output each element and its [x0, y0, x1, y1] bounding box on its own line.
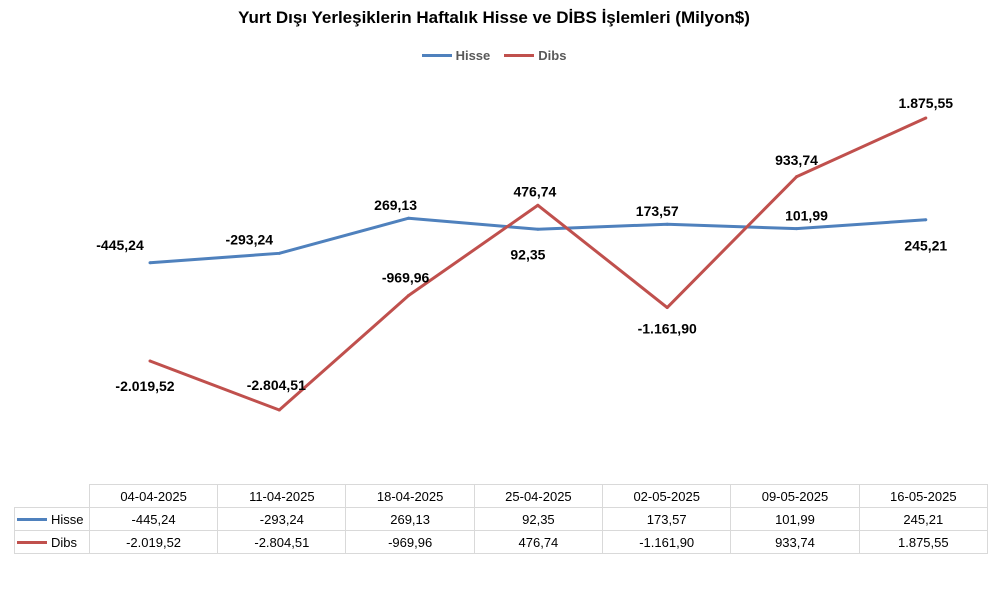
chart-legend: Hisse Dibs [0, 48, 988, 63]
data-table-cell: -2.804,51 [217, 530, 347, 554]
legend-swatch-dibs [504, 54, 535, 57]
data-table-cell: 476,74 [473, 530, 604, 554]
data-point-hisse [665, 222, 669, 226]
data-label-hisse: 269,13 [374, 197, 417, 213]
legend-swatch-hisse [421, 54, 452, 57]
data-point-hisse [148, 261, 152, 265]
data-point-dibs [924, 116, 928, 120]
data-table: 04-04-2025 11-04-2025 18-04-2025 25-04-2… [14, 484, 988, 554]
data-table-cell: 933,74 [730, 530, 860, 554]
legend-label-hisse: Hisse [455, 48, 491, 63]
data-table-cell: 173,57 [602, 507, 732, 531]
data-table-header-cell: 25-04-2025 [473, 484, 604, 508]
data-point-hisse [536, 227, 540, 231]
data-label-hisse: 101,99 [785, 208, 828, 224]
data-point-dibs [407, 294, 411, 298]
data-point-hisse [407, 216, 411, 220]
legend-item-hisse: Hisse [421, 48, 491, 63]
data-label-hisse: 245,21 [904, 238, 947, 254]
legend-label-dibs: Dibs [538, 48, 567, 63]
data-table-cell: 245,21 [858, 507, 988, 531]
data-table-cell: 1.875,55 [858, 530, 988, 554]
data-point-dibs [277, 408, 281, 412]
data-table-header-cell: 09-05-2025 [730, 484, 860, 508]
data-table-header-cell: 04-04-2025 [88, 484, 219, 508]
data-label-hisse: -293,24 [226, 231, 274, 247]
data-point-dibs [536, 203, 540, 207]
data-table-cell: -445,24 [88, 507, 219, 531]
data-table-row-header: Dibs [14, 530, 90, 554]
table-swatch-hisse [17, 517, 47, 521]
data-table-cell: -969,96 [345, 530, 475, 554]
data-point-dibs [795, 175, 798, 179]
data-label-hisse: -445,24 [96, 237, 144, 253]
data-label-dibs: -2.804,51 [247, 377, 306, 393]
table-series-name: Hisse [51, 511, 84, 527]
data-table-cell: -2.019,52 [88, 530, 219, 554]
data-label-dibs: -969,96 [382, 270, 430, 286]
data-label-dibs: 933,74 [775, 152, 818, 168]
data-table-cell: 92,35 [473, 507, 604, 531]
data-table-row-header: Hisse [14, 507, 90, 531]
table-swatch-dibs [17, 540, 47, 544]
chart-plot-area: -445,24 -293,24 269,13 92,35 173,57 101,99 245… [96, 95, 954, 412]
data-point-hisse [795, 227, 798, 231]
data-point-hisse [924, 218, 928, 222]
data-table-cell: -293,24 [217, 507, 347, 531]
data-table-row-dibs: Dibs -2.019,52 -2.804,51 -969,96 476,74 … [14, 530, 988, 554]
table-series-name: Dibs [51, 534, 78, 550]
data-table-header-cell: 02-05-2025 [602, 484, 732, 508]
data-label-dibs: 1.875,55 [899, 95, 954, 111]
data-label-dibs: -2.019,52 [115, 378, 174, 394]
data-table-row-hisse: Hisse -445,24 -293,24 269,13 92,35 173,5… [14, 507, 988, 531]
legend-item-dibs: Dibs [504, 48, 566, 63]
data-table-header-row: 04-04-2025 11-04-2025 18-04-2025 25-04-2… [14, 484, 988, 508]
data-label-dibs: 476,74 [513, 183, 556, 199]
data-table-cell: 101,99 [730, 507, 860, 531]
data-table-cell: -1.161,90 [602, 530, 732, 554]
data-point-dibs [665, 306, 669, 310]
data-label-hisse: 173,57 [636, 203, 679, 219]
data-point-dibs [148, 359, 152, 363]
data-point-hisse [277, 251, 281, 255]
data-table-header-cell: 18-04-2025 [345, 484, 475, 508]
data-label-hisse: 92,35 [510, 246, 545, 262]
data-table-header-cell: 11-04-2025 [217, 484, 347, 508]
chart-title: Yurt Dışı Yerleşiklerin Haftalık Hisse v… [238, 8, 750, 27]
data-table-corner [14, 484, 90, 508]
data-label-dibs: -1.161,90 [638, 321, 697, 337]
data-table-cell: 269,13 [345, 507, 475, 531]
data-table-header-cell: 16-05-2025 [858, 484, 988, 508]
